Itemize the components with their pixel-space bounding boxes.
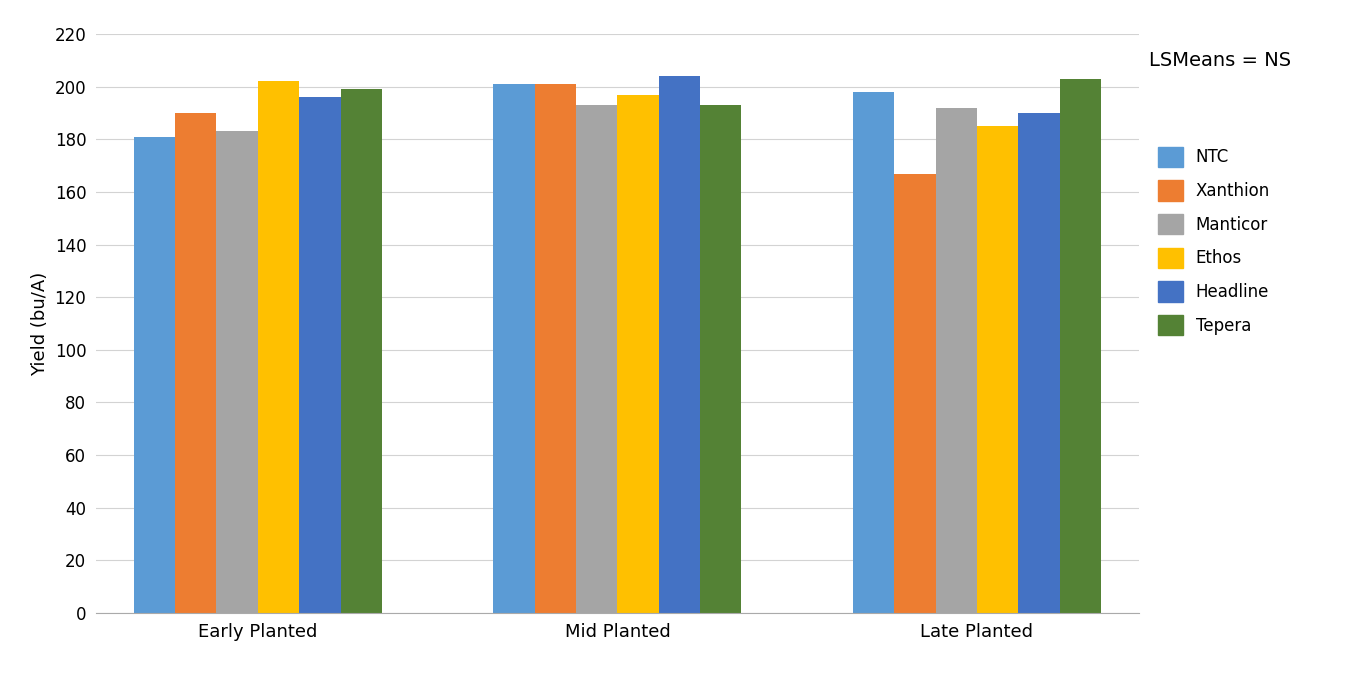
Bar (659, 76, 700, 613)
Bar (700, 105, 741, 613)
Bar (576, 105, 617, 613)
Bar (977, 126, 1018, 613)
Bar (176, 113, 217, 613)
Bar (299, 97, 340, 613)
Bar (340, 89, 381, 613)
Bar (617, 95, 659, 613)
Text: LSMeans = NS: LSMeans = NS (1150, 52, 1291, 70)
Bar (134, 137, 176, 613)
Bar (895, 174, 936, 613)
Bar (853, 92, 895, 613)
Bar (258, 82, 299, 613)
Bar (1018, 113, 1059, 613)
Bar (1059, 79, 1100, 613)
Bar (494, 84, 535, 613)
Bar (936, 108, 977, 613)
Legend: NTC, Xanthion, Manticor, Ethos, Headline, Tepera: NTC, Xanthion, Manticor, Ethos, Headline… (1158, 146, 1270, 335)
Y-axis label: Yield (bu/A): Yield (bu/A) (32, 271, 49, 376)
Bar (535, 84, 576, 613)
Bar (217, 131, 258, 613)
